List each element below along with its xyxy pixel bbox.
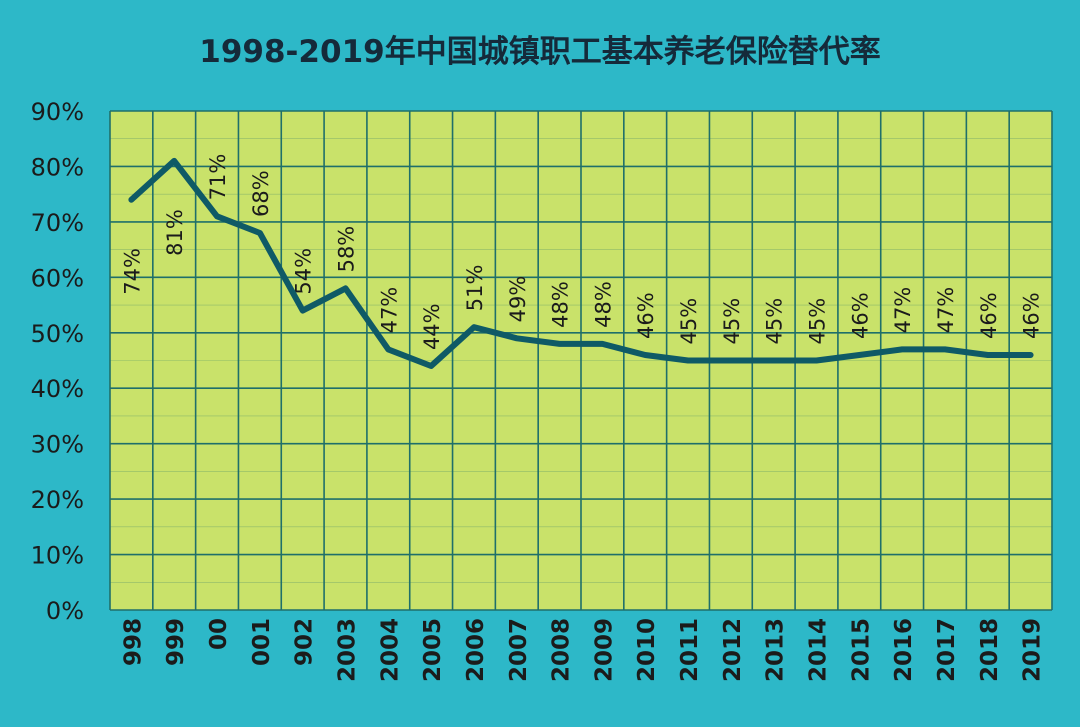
data-label: 47% [377,287,401,334]
x-tick-label: 2010 [634,618,660,682]
x-tick-label: 00 [206,618,232,650]
y-tick-label: 90% [31,98,84,126]
data-label: 58% [335,226,359,273]
data-label: 46% [1020,292,1044,339]
x-tick-label: 2018 [977,618,1003,682]
data-point [814,358,819,363]
data-label: 46% [977,292,1001,339]
data-label: 81% [163,209,187,256]
x-tick-label: 001 [249,618,275,666]
x-tick-label: 2008 [549,618,575,682]
chart-title: 1998-2019年中国城镇职工基本养老保险替代率 [199,34,880,70]
data-labels: 74% 81% 71% 68% 54% 58% 47% 44% 51% 49% 48% 48% 46% 4… [120,154,1043,350]
y-tick-label: 20% [31,486,84,514]
data-label: 47% [934,287,958,334]
data-label: 45% [677,298,701,345]
data-point [942,346,948,352]
x-tick-label: 902 [292,618,318,666]
x-tick-label: 2007 [506,618,532,682]
data-point [300,308,306,314]
x-tick-label: 998 [120,618,146,666]
data-label: 48% [591,281,615,328]
x-tick-label: 2017 [934,618,960,682]
x-tick-label: 2012 [720,618,746,682]
data-label: 45% [806,298,830,345]
data-label: 46% [634,292,658,339]
data-point [214,213,220,219]
data-point [514,335,520,341]
y-tick-label: 0% [46,597,84,625]
x-tick-label: 2005 [420,618,446,682]
data-label: 54% [292,248,316,295]
data-point [899,346,905,352]
data-point [557,341,563,347]
data-label: 47% [891,287,915,334]
y-tick-label: 50% [31,320,84,348]
data-point [728,358,734,363]
x-tick-label: 2014 [806,618,832,682]
y-tick-label: 30% [31,431,84,459]
gridlines [109,110,1053,611]
data-point [642,352,648,358]
series-line [128,157,1034,369]
data-point [343,285,348,291]
data-point [685,358,691,363]
data-label: 68% [249,170,273,217]
x-tick-label: 2003 [335,618,361,682]
y-tick-label: 80% [31,153,84,181]
data-label: 74% [120,248,144,295]
x-tick-label: 2004 [377,618,403,682]
data-point [599,341,605,347]
data-point [128,197,134,203]
data-label: 51% [463,265,487,312]
data-point [257,230,263,236]
data-label: 46% [848,292,872,339]
x-tick-label: 2013 [763,618,789,682]
y-axis: 0% 10% 20% 30% 40% 50% 60% 70% 80% 90% [31,98,84,625]
data-point [985,352,991,358]
y-tick-label: 60% [31,264,84,292]
data-point [171,158,177,164]
data-point [385,346,391,352]
data-point [471,324,477,330]
data-label: 45% [763,298,787,345]
x-tick-label: 2006 [463,618,489,682]
x-tick-label: 2011 [677,618,703,682]
data-label: 49% [506,276,530,323]
data-label: 71% [206,154,230,201]
y-tick-label: 40% [31,375,84,403]
series [128,157,1034,369]
x-tick-label: 2009 [591,618,617,682]
data-point [856,352,862,358]
x-axis: 998 999 00 001 902 2003 2004 2005 2006 2007 2008 20… [120,618,1045,682]
data-point [1028,352,1034,358]
data-label: 44% [420,303,444,350]
x-tick-label: 2015 [848,618,874,682]
x-tick-label: 2016 [891,618,917,682]
data-point [428,363,434,369]
x-tick-label: 2019 [1020,618,1046,682]
data-label: 45% [720,298,744,345]
data-label: 48% [549,281,573,328]
x-tick-label: 999 [163,618,189,666]
data-point [771,358,777,363]
y-tick-label: 10% [31,542,84,570]
y-tick-label: 70% [31,209,84,237]
